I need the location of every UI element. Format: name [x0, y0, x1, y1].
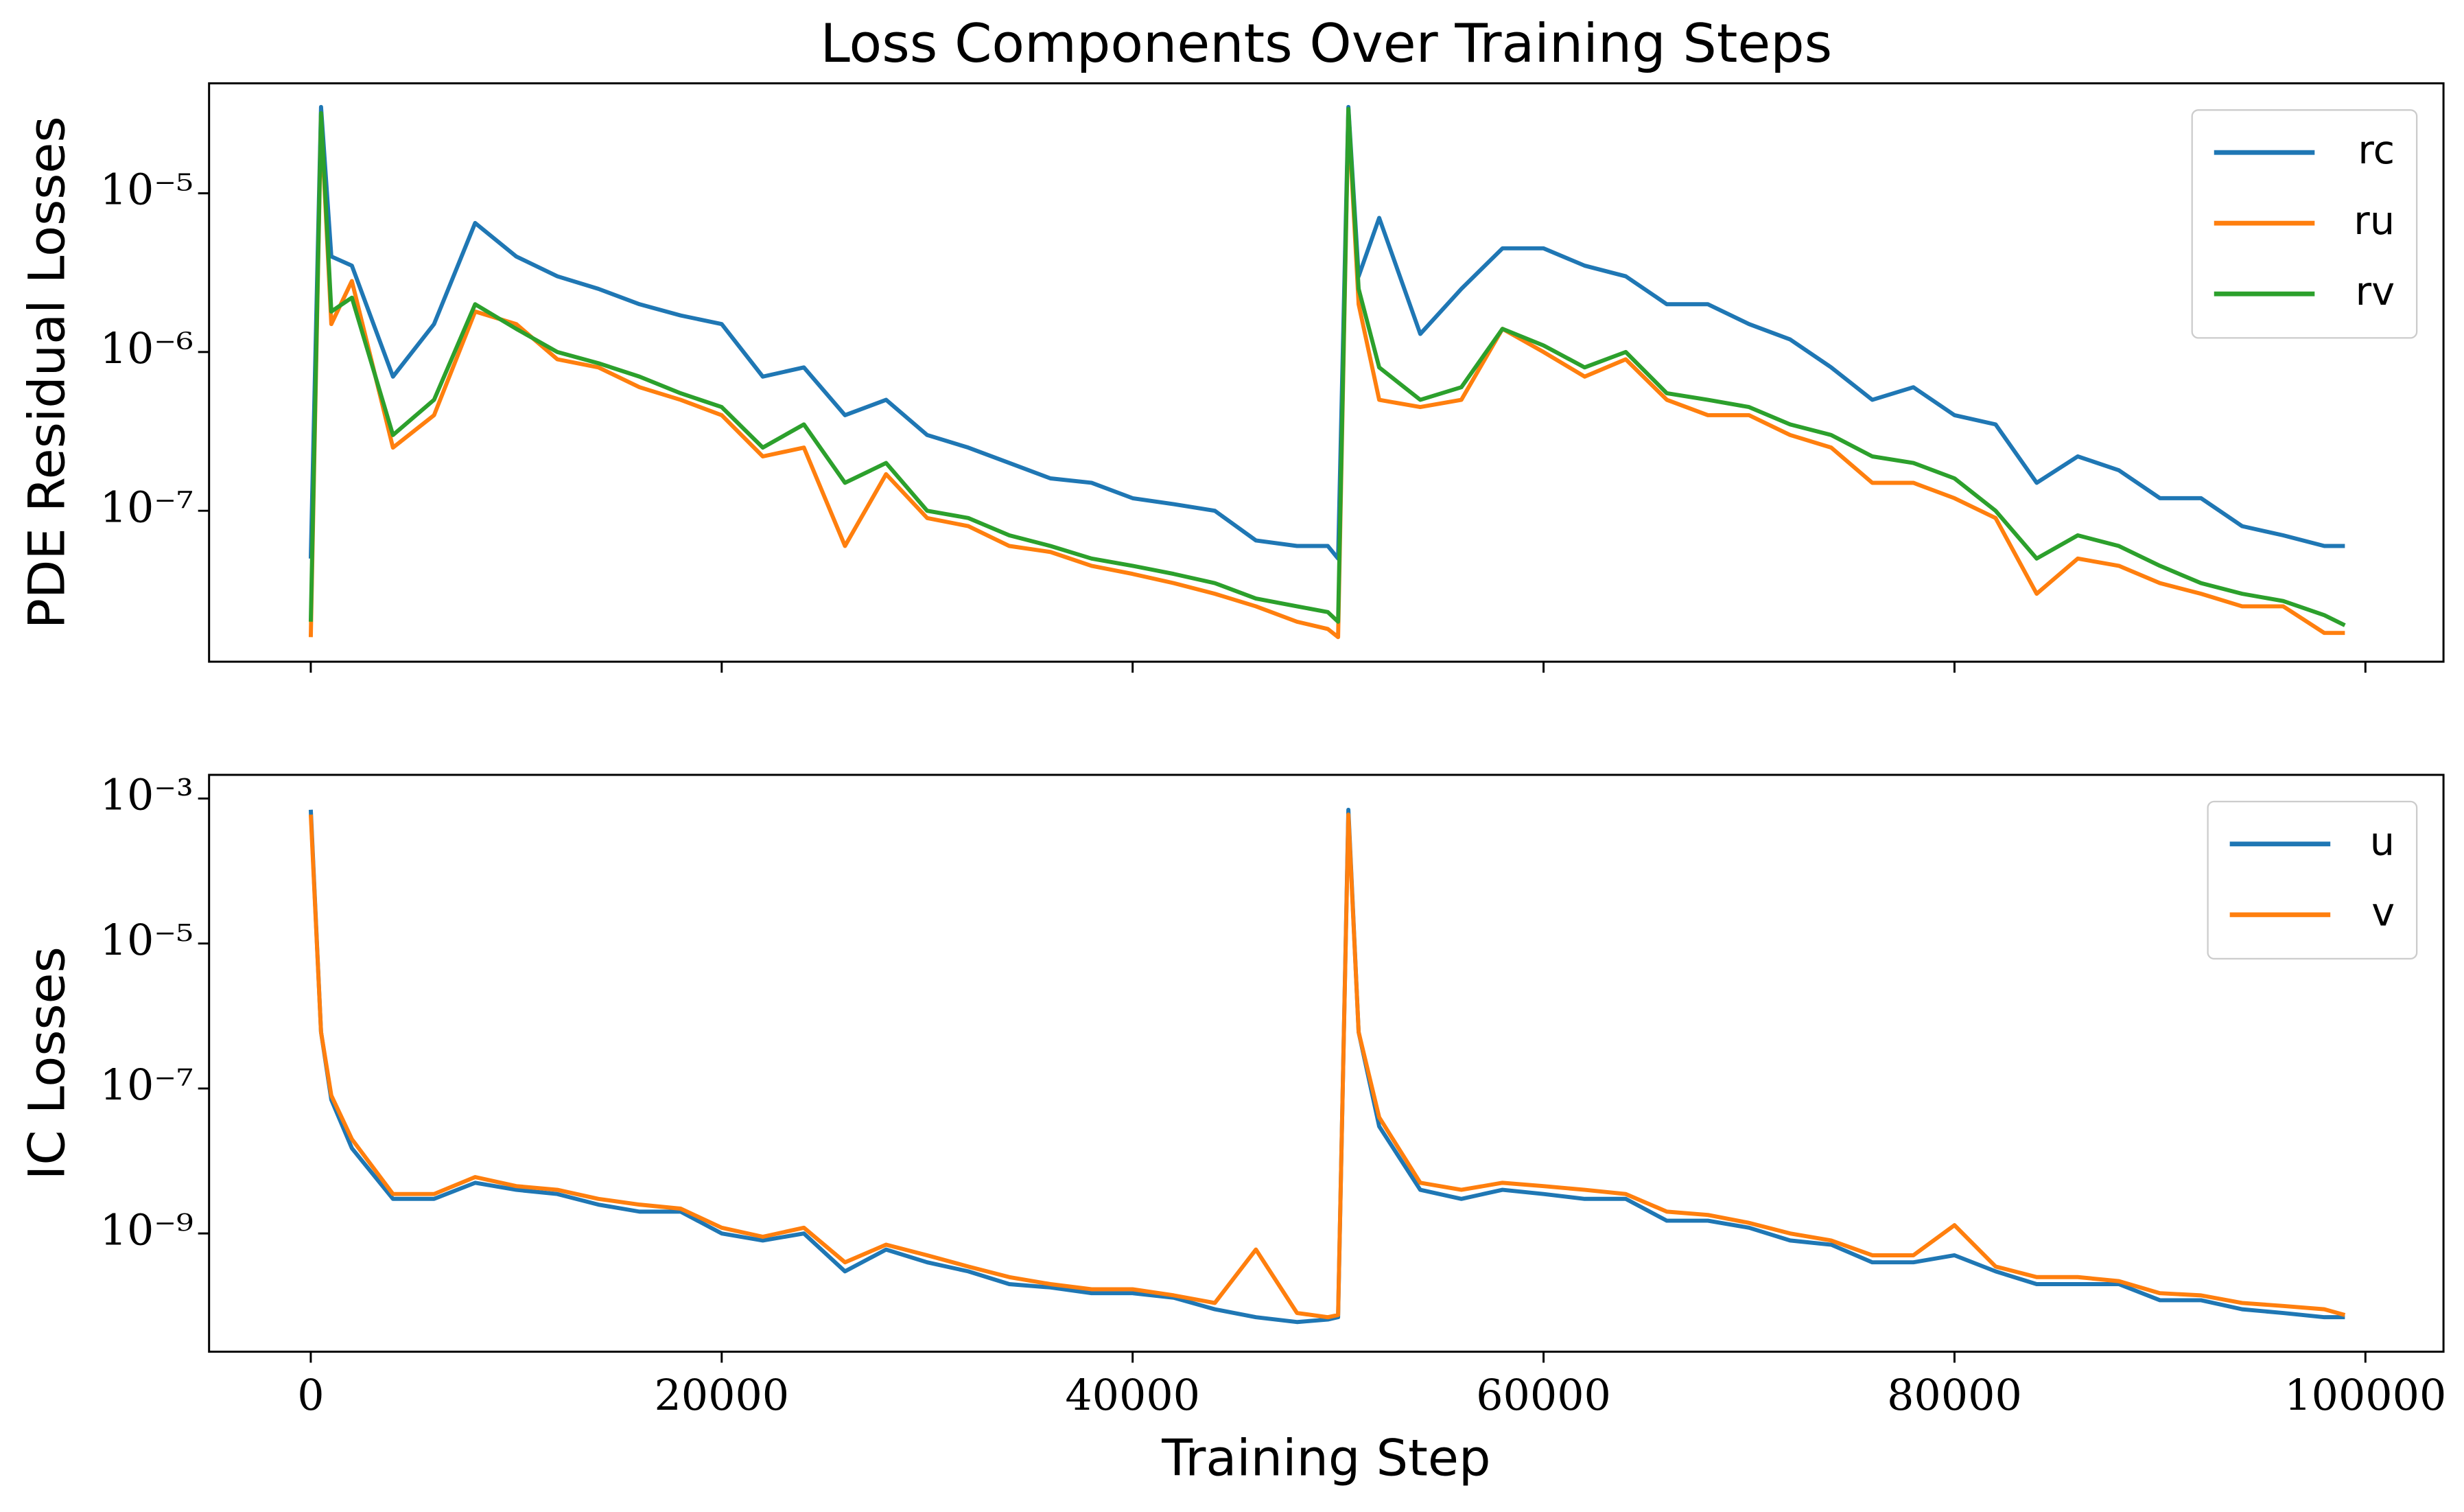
x-tick-label: 20000 — [654, 1371, 789, 1420]
series-line — [308, 106, 2346, 627]
legend-label: v — [2371, 889, 2395, 935]
legend-label: u — [2370, 818, 2395, 864]
x-tick-label: 40000 — [1065, 1371, 1200, 1420]
y-tick-label: 10⁻⁵ — [100, 165, 193, 215]
y-tick-label: 10⁻⁹ — [100, 1205, 193, 1255]
series-line — [308, 111, 2345, 640]
x-tick-label: 100000 — [2284, 1371, 2446, 1420]
legend-label: ru — [2354, 198, 2395, 244]
legend-box — [2207, 800, 2418, 960]
series-line — [308, 812, 2346, 1320]
plot-frame — [208, 82, 2445, 663]
y-axis-label: IC Losses — [18, 946, 76, 1180]
x-tick-label: 60000 — [1476, 1371, 1611, 1420]
y-tick-label: 10⁻⁷ — [100, 1060, 193, 1110]
y-tick-label: 10⁻³ — [100, 771, 193, 820]
x-tick-label: 0 — [297, 1371, 324, 1420]
series-line — [308, 807, 2345, 1325]
x-axis-label: Training Step — [1161, 1430, 1490, 1488]
legend-label: rc — [2358, 127, 2395, 173]
y-tick-label: 10⁻⁷ — [100, 482, 193, 532]
x-tick-label: 80000 — [1887, 1371, 2022, 1420]
plot-frame — [208, 774, 2445, 1353]
legend-label: rv — [2356, 268, 2395, 314]
y-tick-label: 10⁻⁵ — [100, 916, 193, 965]
series-line — [308, 104, 2345, 561]
y-axis-label: PDE Residual Losses — [18, 116, 76, 629]
chart-title: Loss Components Over Training Steps — [821, 13, 1833, 75]
y-tick-label: 10⁻⁶ — [100, 324, 193, 373]
